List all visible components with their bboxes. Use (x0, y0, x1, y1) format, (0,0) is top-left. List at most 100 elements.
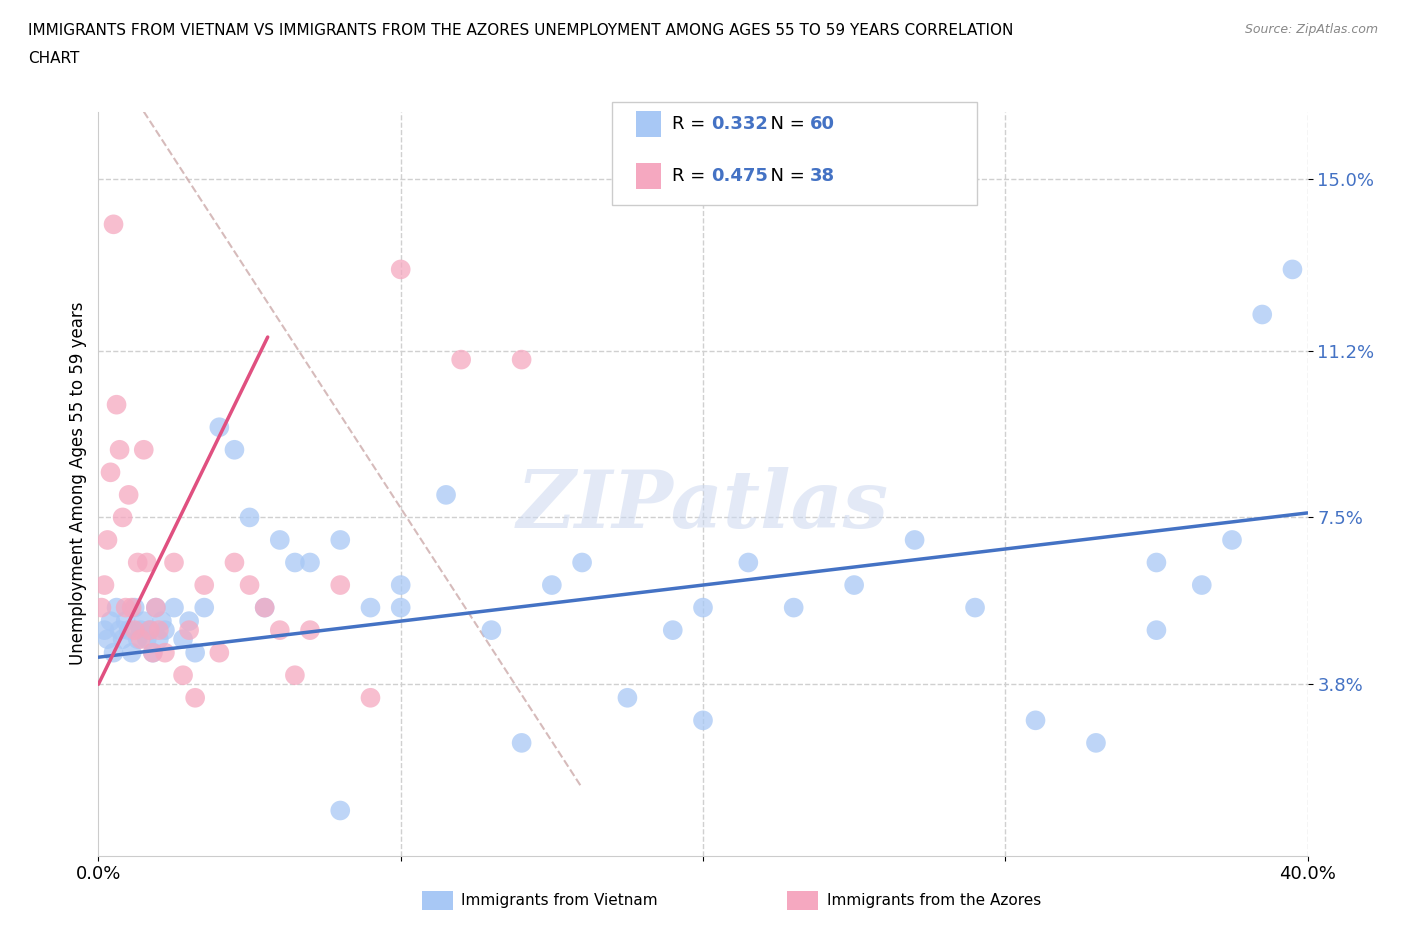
Point (844, 578, 866, 592)
Text: CHART: CHART (28, 51, 80, 66)
Point (121, 600, 143, 615)
Point (100, 614, 122, 629)
Point (239, 578, 262, 592)
Point (1024, 713, 1046, 728)
Point (145, 600, 167, 615)
Point (965, 600, 987, 615)
Point (269, 533, 291, 548)
Point (148, 631, 170, 646)
Point (172, 668, 194, 683)
Point (224, 443, 246, 458)
Point (329, 533, 352, 548)
Point (360, 600, 382, 615)
Point (329, 804, 352, 818)
Point (184, 690, 207, 705)
Point (208, 419, 231, 434)
Point (904, 533, 927, 548)
Point (142, 645, 165, 660)
Point (661, 623, 683, 638)
Point (93, 578, 115, 592)
Point (96, 533, 118, 548)
Point (737, 555, 759, 570)
Point (450, 352, 472, 367)
Point (90, 600, 112, 615)
Text: N =: N = (759, 114, 811, 133)
Point (179, 623, 201, 638)
Point (139, 623, 162, 638)
Point (103, 217, 125, 232)
Point (127, 555, 149, 570)
Point (142, 645, 165, 660)
Text: 0.475: 0.475 (711, 166, 768, 185)
Point (96, 631, 118, 646)
Text: 38: 38 (810, 166, 835, 185)
Point (224, 555, 246, 570)
Point (124, 600, 146, 615)
Point (179, 614, 201, 629)
Point (93, 623, 115, 638)
Point (111, 631, 134, 646)
Point (692, 600, 714, 615)
Point (1220, 533, 1243, 548)
Point (299, 623, 322, 638)
Point (616, 690, 638, 705)
Point (114, 614, 136, 629)
Point (389, 578, 412, 592)
Point (1251, 307, 1274, 322)
Point (184, 645, 207, 660)
Point (118, 623, 141, 638)
Point (105, 600, 128, 615)
Point (1085, 736, 1108, 751)
Point (389, 262, 412, 277)
Point (434, 487, 457, 502)
Point (540, 578, 562, 592)
Point (1281, 262, 1303, 277)
Point (148, 623, 170, 638)
Point (108, 443, 131, 458)
Point (360, 690, 382, 705)
Point (135, 631, 157, 646)
Point (114, 600, 136, 615)
Point (284, 555, 307, 570)
Point (389, 600, 412, 615)
Point (121, 645, 143, 660)
Point (253, 600, 276, 615)
Point (153, 645, 176, 660)
Point (135, 555, 157, 570)
Point (1144, 555, 1167, 570)
Text: 60: 60 (810, 114, 835, 133)
Point (208, 645, 231, 660)
Point (153, 623, 176, 638)
Point (193, 578, 215, 592)
Point (145, 600, 167, 615)
Point (132, 614, 155, 629)
Point (481, 623, 503, 638)
Point (253, 600, 276, 615)
Point (193, 600, 215, 615)
Text: Source: ZipAtlas.com: Source: ZipAtlas.com (1244, 23, 1378, 36)
Point (103, 645, 125, 660)
Point (172, 631, 194, 646)
Point (783, 600, 806, 615)
Point (129, 631, 152, 646)
Point (510, 736, 533, 751)
Point (118, 487, 141, 502)
Point (105, 397, 128, 412)
Point (299, 555, 322, 570)
Point (239, 510, 262, 525)
Point (127, 631, 149, 646)
Point (269, 623, 291, 638)
Point (129, 623, 152, 638)
Point (150, 614, 173, 629)
Text: R =: R = (672, 166, 711, 185)
Point (1191, 578, 1213, 592)
Text: N =: N = (759, 166, 811, 185)
Point (571, 555, 593, 570)
Point (692, 713, 714, 728)
Point (108, 623, 131, 638)
Point (163, 600, 186, 615)
Point (329, 578, 352, 592)
Point (510, 352, 533, 367)
Point (100, 465, 122, 480)
Point (132, 443, 155, 458)
